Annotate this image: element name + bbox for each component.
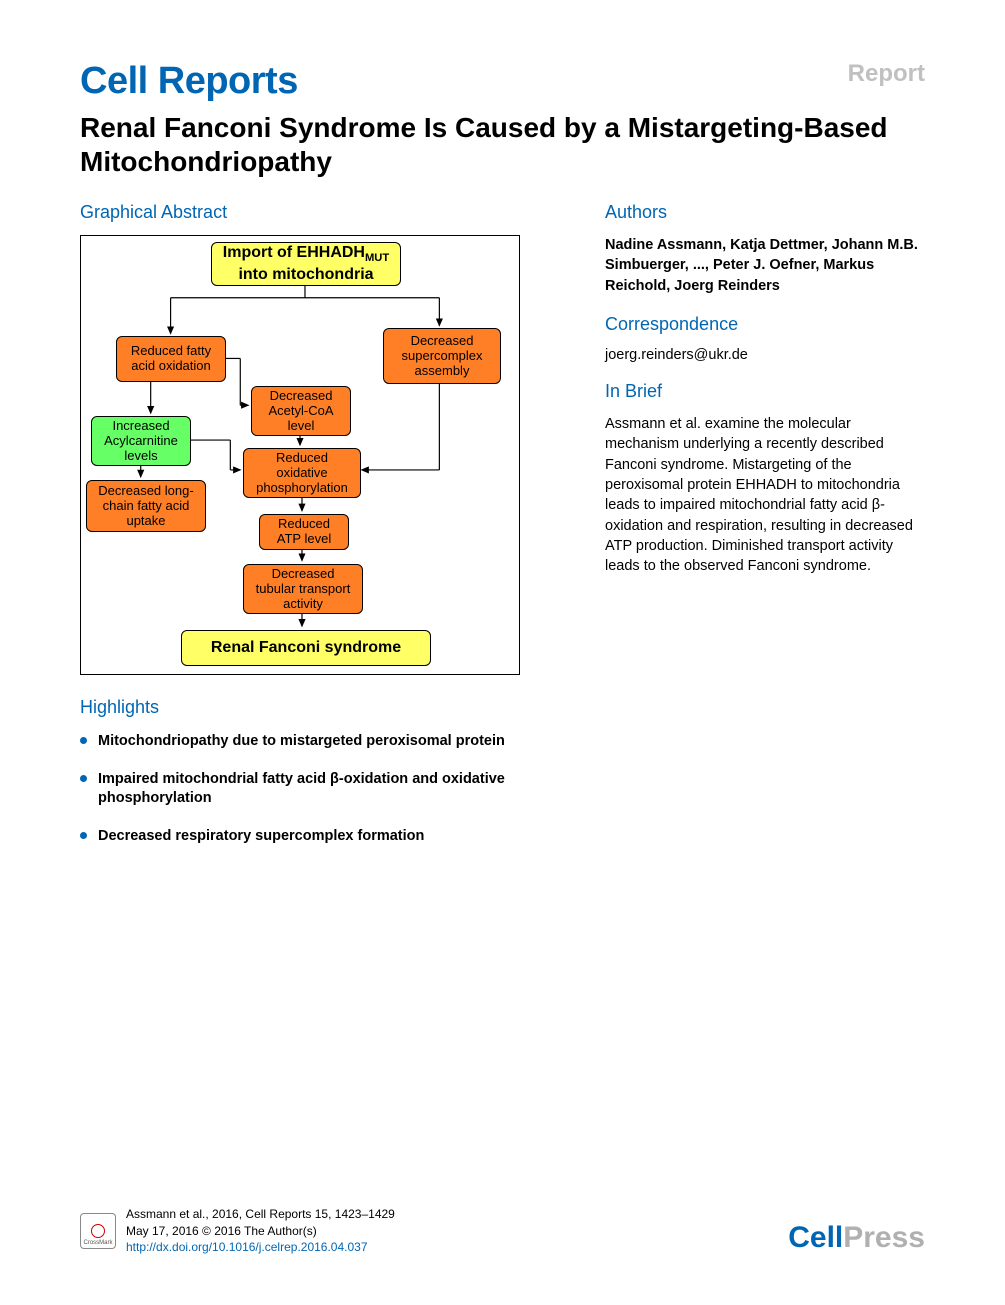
highlight-item: Decreased respiratory supercomplex forma… (80, 827, 573, 847)
doi-link[interactable]: http://dx.doi.org/10.1016/j.celrep.2016.… (126, 1239, 395, 1255)
flow-node-import: Import of EHHADHMUTinto mitochondria (211, 242, 401, 286)
citation-line1: Assmann et al., 2016, Cell Reports 15, 1… (126, 1206, 395, 1222)
highlight-item: Mitochondriopathy due to mistargeted per… (80, 732, 573, 752)
correspondence-heading: Correspondence (605, 314, 925, 335)
flow-node-longchain: Decreased long-chain fatty acid uptake (86, 480, 206, 532)
flow-node-acylcarnitine: Increased Acylcarnitine levels (91, 416, 191, 466)
flow-node-tubular: Decreased tubular transport activity (243, 564, 363, 614)
cellpress-logo: CellPress (788, 1221, 925, 1255)
right-column: Authors Nadine Assmann, Katja Dettmer, J… (605, 202, 925, 864)
crossmark-label: CrossMark (83, 1240, 112, 1246)
graphical-abstract-heading: Graphical Abstract (80, 202, 573, 223)
citation-line2: May 17, 2016 © 2016 The Author(s) (126, 1223, 395, 1239)
cellpress-press: Press (843, 1221, 925, 1254)
flow-node-supercomplex: Decreased supercomplex assembly (383, 328, 501, 384)
crossmark-icon[interactable]: CrossMark (80, 1213, 116, 1249)
highlights-heading: Highlights (80, 697, 573, 718)
highlight-item: Impaired mitochondrial fatty acid β-oxid… (80, 770, 573, 809)
content-row: Graphical Abstract (80, 202, 925, 864)
flow-node-renal: Renal Fanconi syndrome (181, 630, 431, 666)
authors-heading: Authors (605, 202, 925, 223)
report-label: Report (848, 60, 925, 88)
footer: CrossMark Assmann et al., 2016, Cell Rep… (80, 1206, 925, 1255)
highlights-list: Mitochondriopathy due to mistargeted per… (80, 732, 573, 846)
flow-node-oxphos: Reduced oxidative phosphorylation (243, 448, 361, 498)
footer-left: CrossMark Assmann et al., 2016, Cell Rep… (80, 1206, 395, 1255)
graphical-abstract-diagram: Import of EHHADHMUTinto mitochondria Redu… (80, 235, 520, 675)
citation-block: Assmann et al., 2016, Cell Reports 15, 1… (126, 1206, 395, 1255)
left-column: Graphical Abstract (80, 202, 573, 864)
flow-node-fatty_acid: Reduced fatty acid oxidation (116, 336, 226, 382)
authors-text: Nadine Assmann, Katja Dettmer, Johann M.… (605, 235, 925, 296)
in-brief-heading: In Brief (605, 381, 925, 402)
correspondence-email[interactable]: joerg.reinders@ukr.de (605, 347, 925, 363)
journal-name: Cell Reports (80, 60, 298, 103)
flow-node-acetyl: Decreased Acetyl-CoA level (251, 386, 351, 436)
flow-node-atp: Reduced ATP level (259, 514, 349, 550)
article-title: Renal Fanconi Syndrome Is Caused by a Mi… (80, 111, 925, 178)
header: Cell Reports Report (80, 60, 925, 103)
in-brief-text: Assmann et al. examine the molecular mec… (605, 414, 925, 576)
cellpress-cell: Cell (788, 1221, 843, 1254)
